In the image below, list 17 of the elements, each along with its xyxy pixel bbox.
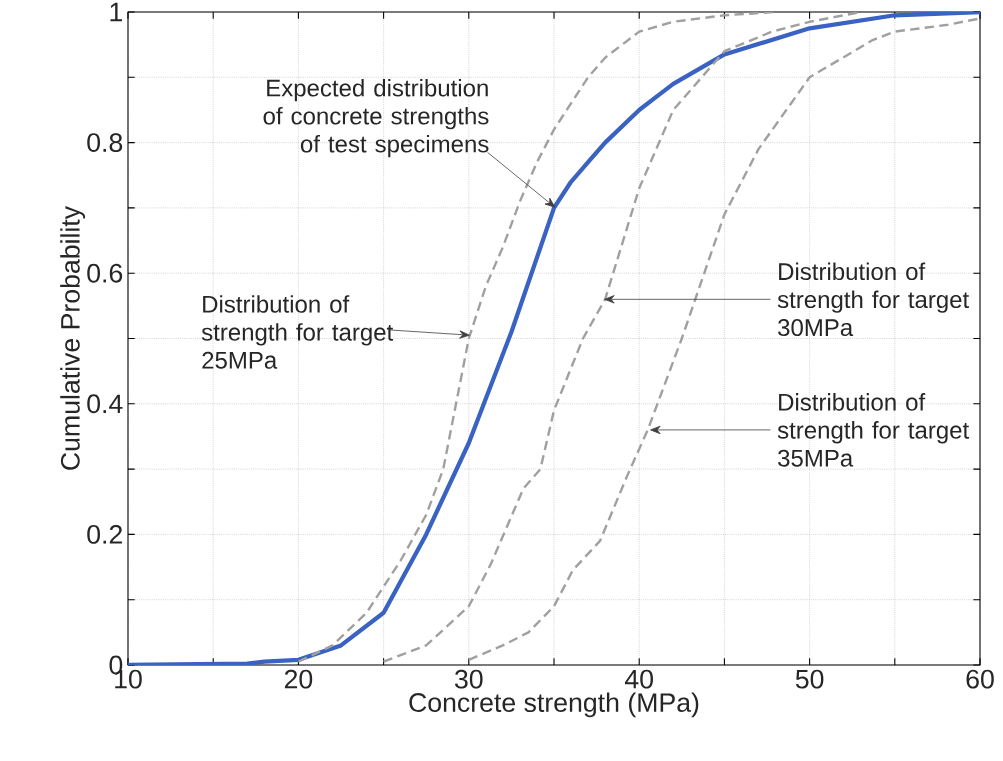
y-tick-label: 0.8 <box>87 133 123 153</box>
y-tick-label: 0.2 <box>87 524 122 544</box>
x-tick-label: 20 <box>284 669 313 689</box>
annotation: Distribution of strength for target 25MPa <box>201 295 394 369</box>
x-tick-label: 50 <box>795 669 824 689</box>
y-tick-label: 1 <box>110 2 122 22</box>
annotation: Expected distribution of concrete strengths of test specimens <box>263 78 489 158</box>
annotation: Distribution of strength for target 30MPa <box>777 262 970 337</box>
y-tick-label: 0.4 <box>87 394 123 414</box>
line-series <box>128 11 981 665</box>
x-tick-label: 60 <box>966 669 994 689</box>
x-tick-label: 40 <box>624 669 653 689</box>
y-tick-label: 0.6 <box>87 263 123 283</box>
y-axis-title: Cumulative Probability <box>60 205 86 470</box>
annotation: Distribution of strength for target 35MPa <box>777 393 970 467</box>
x-tick-label: 30 <box>455 669 483 689</box>
x-axis-title: Concrete strength (MPa) <box>409 692 699 718</box>
